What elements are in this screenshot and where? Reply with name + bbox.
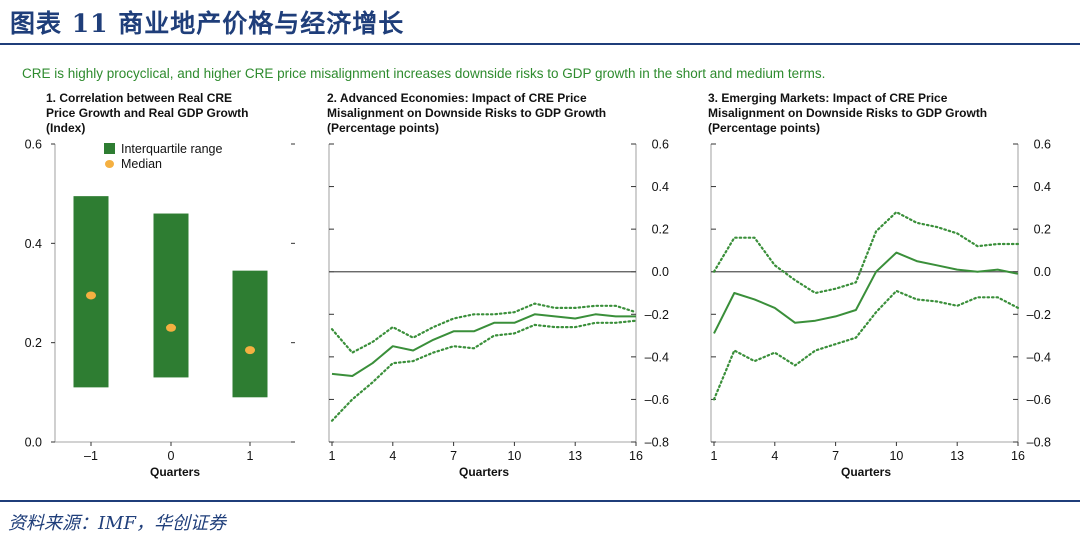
panel-1-median-dot bbox=[245, 346, 255, 355]
panel-2-x-tick-label: 4 bbox=[389, 449, 396, 463]
panel-2-y-tick-label: –0.2 bbox=[645, 308, 669, 322]
chart-subtitle: CRE is highly procyclical, and higher CR… bbox=[22, 66, 826, 81]
panel-3-y-tick-label: –0.6 bbox=[1027, 393, 1051, 407]
panel-3-upper-band-line bbox=[712, 211, 1020, 295]
panel-1-iqr-bar bbox=[232, 270, 268, 398]
panel-1-y-tick-label: 0.2 bbox=[25, 336, 42, 350]
panel-2-y-tick-label: 0.4 bbox=[652, 180, 669, 194]
panel-2-y-tick-label: 0.6 bbox=[652, 138, 669, 152]
panel-2-y-tick-label: –0.8 bbox=[645, 436, 669, 450]
figure-title: 图表 11 商业地产价格与经济增长 bbox=[10, 9, 405, 38]
title-divider bbox=[0, 43, 1080, 45]
panel-3-estimate-line bbox=[713, 251, 1019, 334]
panel-2-title-line-3: (Percentage points) bbox=[327, 121, 440, 135]
panel-1-x-axis-label: Quarters bbox=[150, 465, 200, 479]
legend-iqr-label: Interquartile range bbox=[121, 142, 223, 156]
panel-2-x-tick-label: 10 bbox=[507, 449, 521, 463]
panel-2-y-tick-label: –0.6 bbox=[645, 393, 669, 407]
panel-2-x-tick-label: 13 bbox=[568, 449, 582, 463]
panel-3-title-line-1: 3. Emerging Markets: Impact of CRE Price bbox=[708, 91, 948, 105]
panel-1-y-tick-label: 0.6 bbox=[25, 138, 42, 152]
panel-2-lower-band-line bbox=[330, 319, 638, 422]
panel-3-x-axis-label: Quarters bbox=[841, 465, 891, 479]
panel-3-x-tick-label: 16 bbox=[1011, 449, 1025, 463]
panel-3-title-line-3: (Percentage points) bbox=[708, 121, 821, 135]
panel-3-y-tick-label: –0.2 bbox=[1027, 308, 1051, 322]
panel-2-estimate-line bbox=[331, 313, 636, 377]
panel-1-x-tick-label: –1 bbox=[84, 449, 98, 463]
panel-1-title-line-3: (Index) bbox=[46, 121, 86, 135]
panel-2-x-axis-label: Quarters bbox=[459, 465, 509, 479]
panel-1-title: 1. Correlation between Real CRE Price Gr… bbox=[46, 91, 248, 136]
panel-2-y-tick-label: 0.2 bbox=[652, 223, 669, 237]
panel-2-title-line-2: Misalignment on Downside Risks to GDP Gr… bbox=[327, 106, 607, 120]
panel-3-x-tick-label: 1 bbox=[711, 449, 718, 463]
panel-3-y-tick-label: 0.6 bbox=[1034, 138, 1051, 152]
panel-3-x-tick-label: 13 bbox=[950, 449, 964, 463]
panel-1-y-tick-label: 0.0 bbox=[25, 436, 42, 450]
legend-median-label: Median bbox=[121, 157, 162, 171]
panel-3-y-tick-label: 0.2 bbox=[1034, 223, 1051, 237]
panel-3-y-tick-label: –0.4 bbox=[1027, 350, 1051, 364]
panel-3-y-tick-label: –0.8 bbox=[1027, 436, 1051, 450]
source-note: 资料来源：IMF，华创证券 bbox=[8, 513, 227, 534]
panel-3-y-tick-label: 0.4 bbox=[1034, 180, 1051, 194]
panel-3-x-tick-label: 4 bbox=[771, 449, 778, 463]
panel-1-y-tick-label: 0.4 bbox=[25, 237, 42, 251]
footer-divider bbox=[0, 500, 1080, 502]
panel-3-lower-band-line bbox=[712, 289, 1020, 401]
panel-2-y-tick-label: 0.0 bbox=[652, 265, 669, 279]
panel-1-x-tick-label: 0 bbox=[168, 449, 175, 463]
panel-2-title: 2. Advanced Economies: Impact of CRE Pri… bbox=[327, 91, 606, 136]
panel-1-title-line-2: Price Growth and Real GDP Growth bbox=[46, 106, 249, 120]
panel-3-title-line-2: Misalignment on Downside Risks to GDP Gr… bbox=[708, 106, 988, 120]
panel-1-title-line-1: 1. Correlation between Real CRE bbox=[46, 91, 233, 105]
panel-3-y-tick-label: 0.0 bbox=[1034, 265, 1051, 279]
panel-2-y-tick-label: –0.4 bbox=[645, 350, 669, 364]
legend-median-swatch bbox=[105, 160, 114, 168]
panel-1-iqr-bar bbox=[153, 213, 189, 378]
panel-3-x-tick-label: 10 bbox=[889, 449, 903, 463]
panel-2-title-line-1: 2. Advanced Economies: Impact of CRE Pri… bbox=[327, 91, 587, 105]
legend-iqr-swatch bbox=[104, 143, 115, 154]
panel-1-median-dot bbox=[86, 291, 96, 300]
panel-2-x-tick-label: 1 bbox=[329, 449, 336, 463]
panel-1-median-dot bbox=[166, 323, 176, 332]
panel-1-x-tick-label: 1 bbox=[247, 449, 254, 463]
panel-2-upper-band-line bbox=[330, 302, 638, 354]
panel-2-x-tick-label: 16 bbox=[629, 449, 643, 463]
panel-3-title: 3. Emerging Markets: Impact of CRE Price… bbox=[708, 91, 987, 136]
panel-3-x-tick-label: 7 bbox=[832, 449, 839, 463]
panel-2-x-tick-label: 7 bbox=[450, 449, 457, 463]
